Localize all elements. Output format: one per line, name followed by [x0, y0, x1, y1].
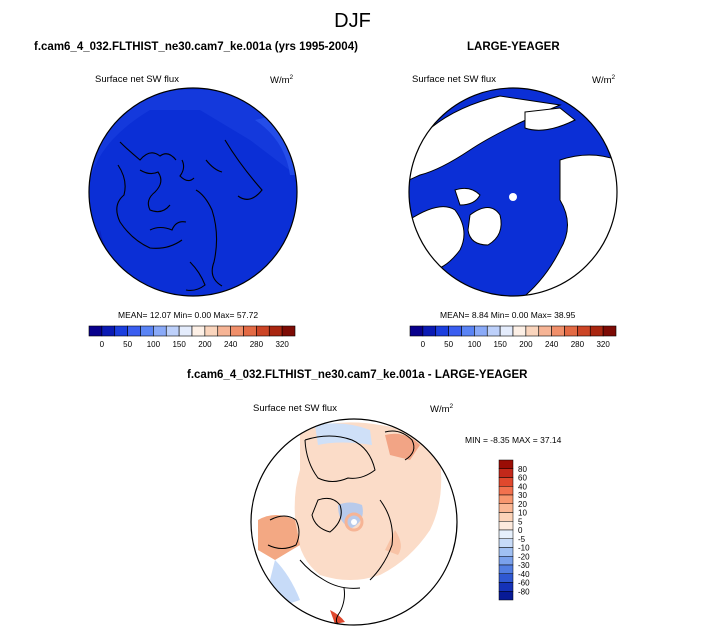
- colorbar-tick-label: 150: [493, 340, 507, 349]
- colorbar-level-label: 5: [518, 517, 523, 526]
- colorbar-tick-label: 320: [275, 340, 289, 349]
- panel3-variable-label: Surface net SW flux: [253, 403, 337, 414]
- panel3-stats: MIN = -8.35 MAX = 37.14: [465, 435, 562, 445]
- colorbar-swatch: [602, 325, 617, 337]
- panel1-variable-label: Surface net SW flux: [95, 74, 179, 85]
- colorbar-swatch: [499, 325, 514, 337]
- colorbar-swatch: [498, 538, 514, 548]
- colorbar-swatch: [153, 325, 167, 337]
- colorbar-tick-label: 200: [198, 340, 212, 349]
- colorbar-swatch: [551, 325, 565, 337]
- colorbar-swatch: [498, 477, 514, 487]
- panel1-subtitle: f.cam6_4_032.FLTHIST_ne30.cam7_ke.001a (…: [34, 41, 358, 53]
- colorbar-swatch: [88, 325, 103, 337]
- panel2-map: [408, 87, 618, 297]
- colorbar-level-label: -40: [518, 570, 530, 579]
- colorbar-swatch: [589, 325, 604, 337]
- colorbar-swatch: [538, 325, 552, 337]
- panel2-units-label: W/m2: [592, 74, 616, 87]
- colorbar-swatch: [165, 325, 180, 337]
- colorbar-swatch: [256, 325, 270, 337]
- colorbar-level-label: -5: [518, 535, 526, 544]
- colorbar-swatch: [422, 325, 437, 337]
- panel1-stats: MEAN= 12.07 Min= 0.00 Max= 57.72: [118, 310, 259, 320]
- colorbar-swatch: [486, 325, 501, 337]
- panel1-map: [88, 87, 298, 297]
- colorbar-tick-label: 100: [147, 340, 161, 349]
- colorbar-level-label: -30: [518, 561, 530, 570]
- panel3-map: [250, 418, 458, 626]
- colorbar-swatch: [498, 547, 514, 557]
- colorbar-swatch: [461, 325, 475, 337]
- colorbar-swatch: [268, 325, 283, 337]
- colorbar-tick-label: 150: [172, 340, 186, 349]
- colorbar-tick-label: 320: [596, 340, 610, 349]
- colorbar-swatch: [217, 325, 231, 337]
- figure-title: DJF: [334, 10, 371, 32]
- colorbar-level-label: 80: [518, 465, 527, 474]
- colorbar-swatch: [498, 591, 514, 601]
- colorbar-level-label: 10: [518, 509, 527, 518]
- colorbar-tick-label: 50: [444, 340, 453, 349]
- panel2-subtitle: LARGE-YEAGER: [467, 41, 560, 53]
- colorbar-level-label: 60: [518, 474, 527, 483]
- colorbar-level-label: -20: [518, 552, 530, 561]
- colorbar-swatch: [498, 468, 514, 478]
- colorbar-swatch: [525, 325, 540, 337]
- colorbar-swatch: [498, 503, 514, 513]
- colorbar-swatch: [204, 325, 219, 337]
- colorbar-tick-label: 280: [571, 340, 585, 349]
- colorbar-swatch: [243, 325, 257, 337]
- panel1-units-label: W/m2: [270, 74, 294, 87]
- panel1-colorbar: 0 50 100 150 200 240 280 320: [88, 325, 296, 349]
- colorbar-swatch: [498, 564, 514, 574]
- colorbar-swatch: [498, 582, 514, 592]
- colorbar-swatch: [498, 459, 514, 469]
- colorbar-swatch: [448, 325, 462, 337]
- colorbar-tick-label: 100: [468, 340, 482, 349]
- colorbar-swatch: [191, 325, 206, 337]
- colorbar-swatch: [498, 486, 514, 496]
- colorbar-swatch: [409, 325, 424, 337]
- colorbar-level-label: 20: [518, 500, 527, 509]
- colorbar-swatch: [577, 325, 591, 337]
- colorbar-level-label: 0: [518, 526, 523, 535]
- colorbar-swatch: [498, 556, 514, 566]
- colorbar-swatch: [101, 325, 116, 337]
- colorbar-level-label: 30: [518, 491, 527, 500]
- colorbar-swatch: [498, 521, 514, 531]
- colorbar-swatch: [498, 494, 514, 504]
- colorbar-swatch: [498, 512, 514, 522]
- colorbar-swatch: [564, 325, 578, 337]
- panel2-colorbar: 0 50 100 150 200 240 280 320: [409, 325, 617, 349]
- colorbar-swatch: [281, 325, 296, 337]
- panel2-stats: MEAN= 8.84 Min= 0.00 Max= 38.95: [440, 310, 576, 320]
- colorbar-swatch: [498, 529, 514, 539]
- colorbar-swatch: [435, 325, 449, 337]
- colorbar-tick-label: 0: [421, 340, 426, 349]
- colorbar-level-label: -60: [518, 579, 530, 588]
- colorbar-swatch: [498, 573, 514, 583]
- colorbar-swatch: [114, 325, 128, 337]
- colorbar-swatch: [140, 325, 154, 337]
- colorbar-swatch: [127, 325, 141, 337]
- panel3-subtitle: f.cam6_4_032.FLTHIST_ne30.cam7_ke.001a -…: [187, 369, 528, 381]
- colorbar-tick-label: 200: [519, 340, 533, 349]
- colorbar-tick-label: 280: [250, 340, 264, 349]
- panel3-units-label: W/m2: [430, 403, 454, 416]
- colorbar-swatch: [474, 325, 488, 337]
- colorbar-swatch: [230, 325, 244, 337]
- colorbar-tick-label: 240: [545, 340, 559, 349]
- colorbar-tick-label: 50: [123, 340, 132, 349]
- colorbar-tick-label: 0: [100, 340, 105, 349]
- colorbar-swatch: [512, 325, 527, 337]
- colorbar-swatch: [178, 325, 193, 337]
- colorbar-level-label: -80: [518, 587, 530, 596]
- colorbar-tick-label: 240: [224, 340, 238, 349]
- colorbar-level-label: 40: [518, 482, 527, 491]
- colorbar-level-label: -10: [518, 544, 530, 553]
- panel2-variable-label: Surface net SW flux: [412, 74, 496, 85]
